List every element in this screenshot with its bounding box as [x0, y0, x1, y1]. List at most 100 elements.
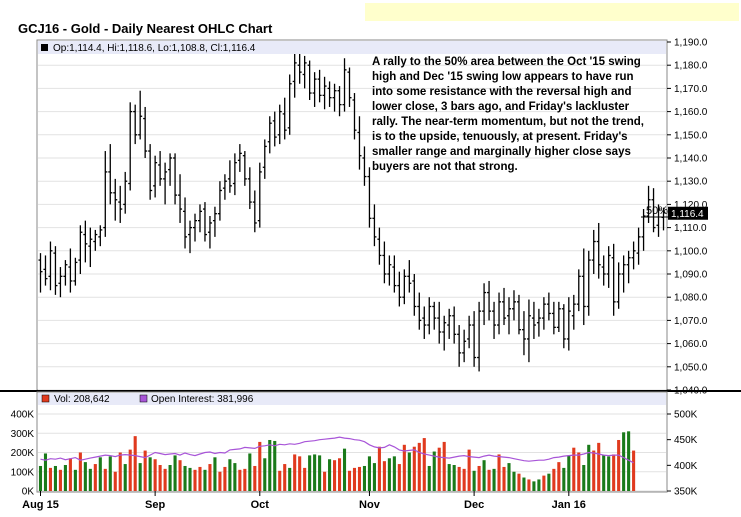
price-tick-label: 1,140.0 [674, 154, 708, 165]
volume-bar [38, 465, 43, 491]
ohlc-bar [432, 301, 437, 330]
volume-bar [432, 451, 436, 491]
volume-bar [278, 470, 282, 491]
ohlc-bar [123, 171, 128, 214]
volume-bar [437, 447, 441, 491]
volume-bar [597, 442, 601, 491]
ohlc-legend-bg [38, 41, 666, 54]
price-panel [36, 39, 668, 391]
volume-bar [93, 464, 97, 491]
volume-bar [442, 441, 446, 491]
volume-tick-label: 200K [11, 448, 35, 459]
volume-bar [567, 455, 571, 491]
volume-bar [572, 447, 576, 491]
volume-bar [607, 456, 611, 491]
volume-bar [78, 452, 82, 491]
ohlc-bar [252, 190, 257, 233]
ohlc-bar [362, 146, 367, 186]
price-axis: 1,190.0 1,180.0 1,170.0 1,160.0 1,150.0 1,140… [667, 38, 708, 397]
ohlc-bar [462, 329, 467, 363]
price-tick-label: 1,130.0 [674, 177, 708, 188]
volume-bar [457, 466, 461, 491]
chart-title: GCJ16 - Gold - Daily Nearest OHLC Chart [18, 21, 273, 36]
date-tick-label: Nov [359, 499, 381, 511]
volume-bar [43, 453, 48, 491]
ohlc-bar [312, 72, 317, 107]
volume-bar [58, 469, 62, 491]
volume-tick-label: 0K [22, 487, 35, 498]
price-tick-label: 1,070.0 [674, 316, 708, 327]
volume-bar [562, 467, 566, 491]
volume-tick-label: 300K [11, 429, 35, 440]
volume-tick-label: 400K [11, 410, 35, 421]
ohlc-bar [437, 301, 442, 344]
volume-bar [467, 449, 471, 491]
volume-bar [113, 471, 117, 491]
volume-bar [53, 465, 57, 491]
ohlc-bar [207, 216, 212, 249]
ohlc-bar [467, 315, 472, 349]
volume-bar [472, 470, 476, 491]
ohlc-bar [58, 267, 63, 298]
open-interest-tick-label: 500K [674, 410, 698, 421]
ohlc-bar [492, 301, 497, 339]
price-tick-label: 1,110.0 [674, 223, 707, 234]
volume-bar [83, 462, 87, 491]
ohlc-bar [576, 269, 581, 312]
volume-gridlines [38, 413, 666, 492]
volume-legend-swatch [41, 394, 50, 403]
ohlc-bar [143, 106, 148, 158]
ohlc-bar [616, 262, 621, 309]
ohlc-bar [626, 250, 631, 284]
ohlc-bar [601, 255, 606, 286]
volume-bar [517, 473, 521, 491]
ohlc-bar [138, 90, 143, 140]
volume-bar [357, 466, 362, 491]
ohlc-bar [407, 260, 412, 293]
ohlc-bar [287, 74, 292, 135]
volume-bar [347, 470, 352, 491]
volume-bar [452, 465, 456, 491]
ohlc-legend: Op:1,114.4, Hi:1,118.6, Lo:1,108.8, Cl:1… [53, 43, 256, 54]
volume-bar [103, 468, 107, 491]
price-tick-label: 1,060.0 [674, 339, 708, 350]
ohlc-bar [427, 297, 432, 335]
volume-tick-label: 100K [11, 467, 35, 478]
ohlc-bar [641, 209, 646, 251]
volume-bar [253, 465, 257, 491]
annotation-line: into some resistance with the reversal h… [372, 86, 631, 98]
ohlc-bar [232, 153, 237, 196]
ohlc-bar [197, 204, 202, 233]
ohlc-bar [377, 227, 382, 265]
ohlc-bar [611, 243, 616, 316]
price-tick-label: 1,180.0 [674, 61, 708, 72]
date-tick-label: Aug 15 [22, 499, 59, 511]
volume-bar [627, 431, 631, 491]
volume-bar [522, 477, 526, 491]
volume-bar [138, 463, 142, 491]
ohlc-bar [173, 153, 178, 205]
volume-bar [582, 465, 586, 491]
ohlc-bar [546, 292, 551, 321]
volume-bar [48, 467, 53, 491]
volume-bar [617, 439, 621, 491]
ohlc-bar [272, 111, 277, 147]
ohlc-bar [447, 308, 452, 339]
ohlc-bar [68, 248, 73, 293]
annotation-line: is to the upside, tenuously, at present.… [372, 131, 628, 143]
volume-bar [477, 465, 481, 491]
open-interest-legend-swatch [139, 394, 148, 403]
volume-bar [602, 455, 606, 491]
volume-bar [367, 456, 371, 491]
ohlc-bar [566, 297, 571, 351]
ohlc-bar [367, 167, 372, 228]
last-price-value: 1,116.4 [671, 209, 704, 220]
ohlc-bar [636, 227, 641, 265]
ohlc-bar [48, 241, 53, 291]
volume-bar [258, 441, 262, 491]
ohlc-bar [98, 225, 103, 247]
annotation-line: rally. The near-term momentum, but not t… [372, 116, 644, 128]
ohlc-bar [88, 227, 93, 268]
open-interest-axis: 500K 450K 400K 350K [667, 410, 698, 498]
ohlc-bar [342, 58, 347, 112]
